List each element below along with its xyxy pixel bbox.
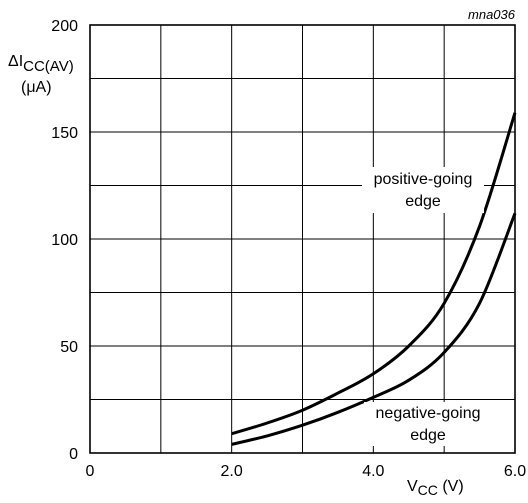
- x-axis-label-sub: CC: [418, 482, 438, 498]
- series-label-negative: negative-going edge: [364, 402, 490, 446]
- series-label-negative-line2: edge: [410, 427, 446, 444]
- series-label-positive-line2: edge: [405, 193, 441, 210]
- series-label-positive: positive-going edge: [362, 167, 484, 213]
- x-axis-label-unit: (V): [438, 478, 464, 495]
- y-tick-label: 100: [51, 232, 78, 249]
- curve-positive-going: [231, 112, 517, 436]
- x-tick-label: 0: [86, 463, 95, 480]
- grid-lines: [90, 25, 515, 453]
- series-label-positive-line1: positive-going: [374, 171, 473, 188]
- y-tick-label: 150: [51, 125, 78, 142]
- plot-frame: [89, 24, 516, 454]
- y-axis-label-sub: CC(AV): [23, 58, 74, 75]
- y-axis-unit: (μA): [21, 79, 52, 96]
- y-tick-label: 0: [69, 446, 78, 463]
- x-tick-label: 6.0: [504, 463, 526, 480]
- x-axis-label: VCC (V): [407, 478, 464, 498]
- curve-negative-going: [231, 212, 517, 446]
- x-tick-label: 2.0: [221, 463, 243, 480]
- series-label-negative-bg: [364, 402, 490, 446]
- figure-code: mna036: [468, 7, 516, 22]
- y-axis-label: ΔICC(AV): [8, 53, 74, 75]
- x-tick-label: 4.0: [362, 463, 384, 480]
- y-tick-label: 50: [60, 339, 78, 356]
- y-axis-label-main: ΔI: [8, 53, 23, 70]
- tick-labels: 0 2.0 4.0 6.0 0 50 100 150 200: [51, 18, 526, 480]
- y-tick-label: 200: [51, 18, 78, 35]
- curves: [231, 112, 517, 446]
- series-label-negative-line1: negative-going: [376, 405, 481, 422]
- series-label-positive-bg: [362, 167, 484, 213]
- x-axis-label-main: V: [407, 478, 418, 495]
